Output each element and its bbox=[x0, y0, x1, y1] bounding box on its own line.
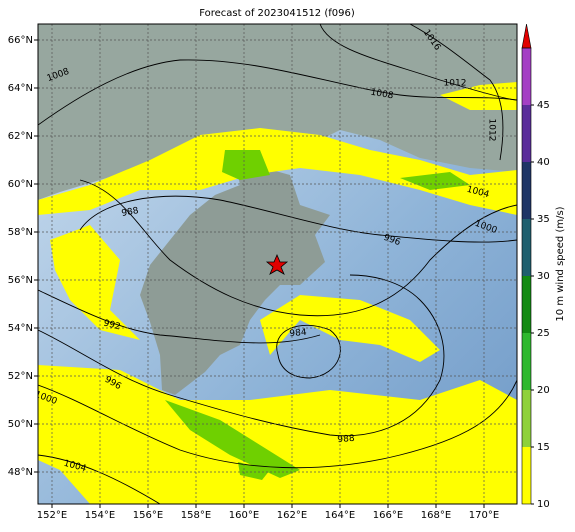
lon-label: 158°E bbox=[181, 510, 211, 521]
lat-label: 58°N bbox=[8, 227, 33, 238]
lat-label: 56°N bbox=[8, 275, 33, 286]
lon-label: 160°E bbox=[229, 510, 259, 521]
colorbar-tick-label: 35 bbox=[537, 214, 550, 225]
lat-label: 54°N bbox=[8, 323, 33, 334]
lon-label: 170°E bbox=[469, 510, 499, 521]
colorbar-segment bbox=[522, 447, 531, 504]
lon-label: 164°E bbox=[325, 510, 355, 521]
lat-label: 66°N bbox=[8, 35, 33, 46]
lon-label: 156°E bbox=[133, 510, 163, 521]
colorbar-tick-label: 45 bbox=[537, 100, 550, 111]
map: 1016100810081012101210041000996988992984… bbox=[38, 24, 517, 504]
colorbar-tick-label: 40 bbox=[537, 157, 550, 168]
contour-label: 1012 bbox=[487, 119, 497, 142]
lat-label: 50°N bbox=[8, 419, 33, 430]
lat-label: 48°N bbox=[8, 467, 33, 478]
colorbar-frame bbox=[521, 47, 532, 505]
colorbar-tick-label: 10 bbox=[537, 499, 550, 510]
contour-label: 988 bbox=[337, 434, 355, 445]
strong-wind-areas bbox=[165, 150, 470, 480]
colorbar-segment bbox=[522, 48, 531, 105]
lon-label: 162°E bbox=[277, 510, 307, 521]
colorbar: 10 15 20 25 30 35 40 45 bbox=[521, 23, 550, 510]
lat-label: 52°N bbox=[8, 371, 33, 382]
colorbar-segment bbox=[522, 390, 531, 447]
colorbar-segment bbox=[522, 105, 531, 162]
map-frame bbox=[37, 23, 518, 505]
colorbar-segment bbox=[522, 219, 531, 276]
colorbar-tick-label: 30 bbox=[537, 271, 550, 282]
lat-label: 64°N bbox=[8, 83, 33, 94]
colorbar-tick-label: 15 bbox=[537, 442, 550, 453]
colorbar-tick-label: 25 bbox=[537, 328, 550, 339]
colorbar-segment bbox=[522, 276, 531, 333]
lon-label: 168°E bbox=[421, 510, 451, 521]
colorbar-segment bbox=[522, 162, 531, 219]
kamchatka bbox=[140, 160, 330, 395]
lon-label: 166°E bbox=[373, 510, 403, 521]
contour-label: 992 bbox=[102, 318, 121, 332]
colorbar-tick-label: 20 bbox=[537, 385, 550, 396]
contour-label: 1008 bbox=[370, 88, 395, 102]
title: Forecast of 2023041512 (f096) bbox=[199, 8, 355, 19]
contour-label: 1012 bbox=[444, 79, 467, 89]
axes: 66°N 64°N 62°N 60°N 58°N 56°N 54°N 52°N 50°N 48°N… bbox=[8, 35, 499, 521]
location-star bbox=[265, 253, 289, 275]
mainland bbox=[38, 24, 517, 200]
lon-label: 154°E bbox=[85, 510, 115, 521]
colorbar-label: 10 m wind speed (m/s) bbox=[555, 206, 566, 321]
gridlines bbox=[38, 24, 517, 504]
contour-label: 984 bbox=[289, 328, 307, 339]
colorbar-segment bbox=[522, 333, 531, 390]
wind-areas bbox=[38, 82, 517, 504]
lat-label: 62°N bbox=[8, 131, 33, 142]
lon-label: 152°E bbox=[37, 510, 67, 521]
lat-label: 60°N bbox=[8, 179, 33, 190]
contours bbox=[38, 24, 517, 504]
contour-label: 988 bbox=[121, 206, 140, 219]
colorbar-extend bbox=[521, 23, 532, 49]
